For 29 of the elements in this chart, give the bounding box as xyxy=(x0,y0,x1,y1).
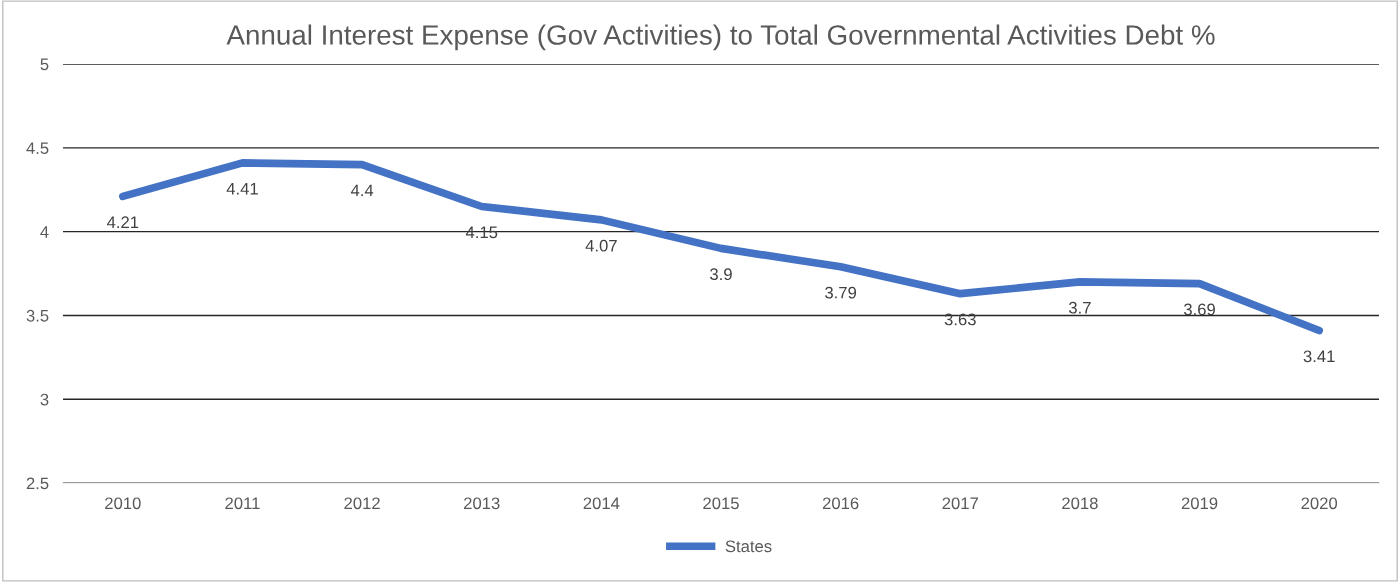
x-tick-label: 2017 xyxy=(942,497,978,510)
legend-label: States xyxy=(725,540,772,553)
y-tick-label: 3.5 xyxy=(26,309,49,322)
data-label: 3.69 xyxy=(1183,303,1215,316)
x-tick-label: 2016 xyxy=(822,497,859,510)
data-label: 4.4 xyxy=(350,184,374,197)
data-label: 3.9 xyxy=(710,268,732,281)
x-tick-label: 2014 xyxy=(583,497,620,510)
x-tick-label: 2015 xyxy=(703,497,739,510)
y-tick-label: 4.5 xyxy=(26,142,49,155)
x-tick-label: 2019 xyxy=(1181,497,1218,510)
y-tick-label: 5 xyxy=(40,58,49,71)
y-tick-label: 2.5 xyxy=(26,477,49,490)
chart-title: Annual Interest Expense (Gov Activities) to Total Governmental Activities Debt % xyxy=(226,24,1215,51)
data-label: 3.79 xyxy=(825,286,857,299)
y-tick-label: 4 xyxy=(40,226,49,238)
data-label: 3.7 xyxy=(1068,301,1091,314)
data-label: 4.21 xyxy=(106,216,139,228)
data-label: 3.63 xyxy=(944,313,976,326)
x-tick-label: 2018 xyxy=(1062,497,1098,510)
data-label: 3.41 xyxy=(1303,350,1335,363)
x-tick-label: 2020 xyxy=(1301,497,1338,510)
data-label: 4.41 xyxy=(226,182,258,195)
x-tick-label: 2012 xyxy=(344,497,380,510)
y-tick-label: 3 xyxy=(40,393,49,406)
x-tick-label: 2011 xyxy=(225,497,260,510)
x-tick-label: 2013 xyxy=(464,497,500,510)
data-label: 4.07 xyxy=(585,239,617,252)
x-tick-label: 2010 xyxy=(105,497,141,510)
